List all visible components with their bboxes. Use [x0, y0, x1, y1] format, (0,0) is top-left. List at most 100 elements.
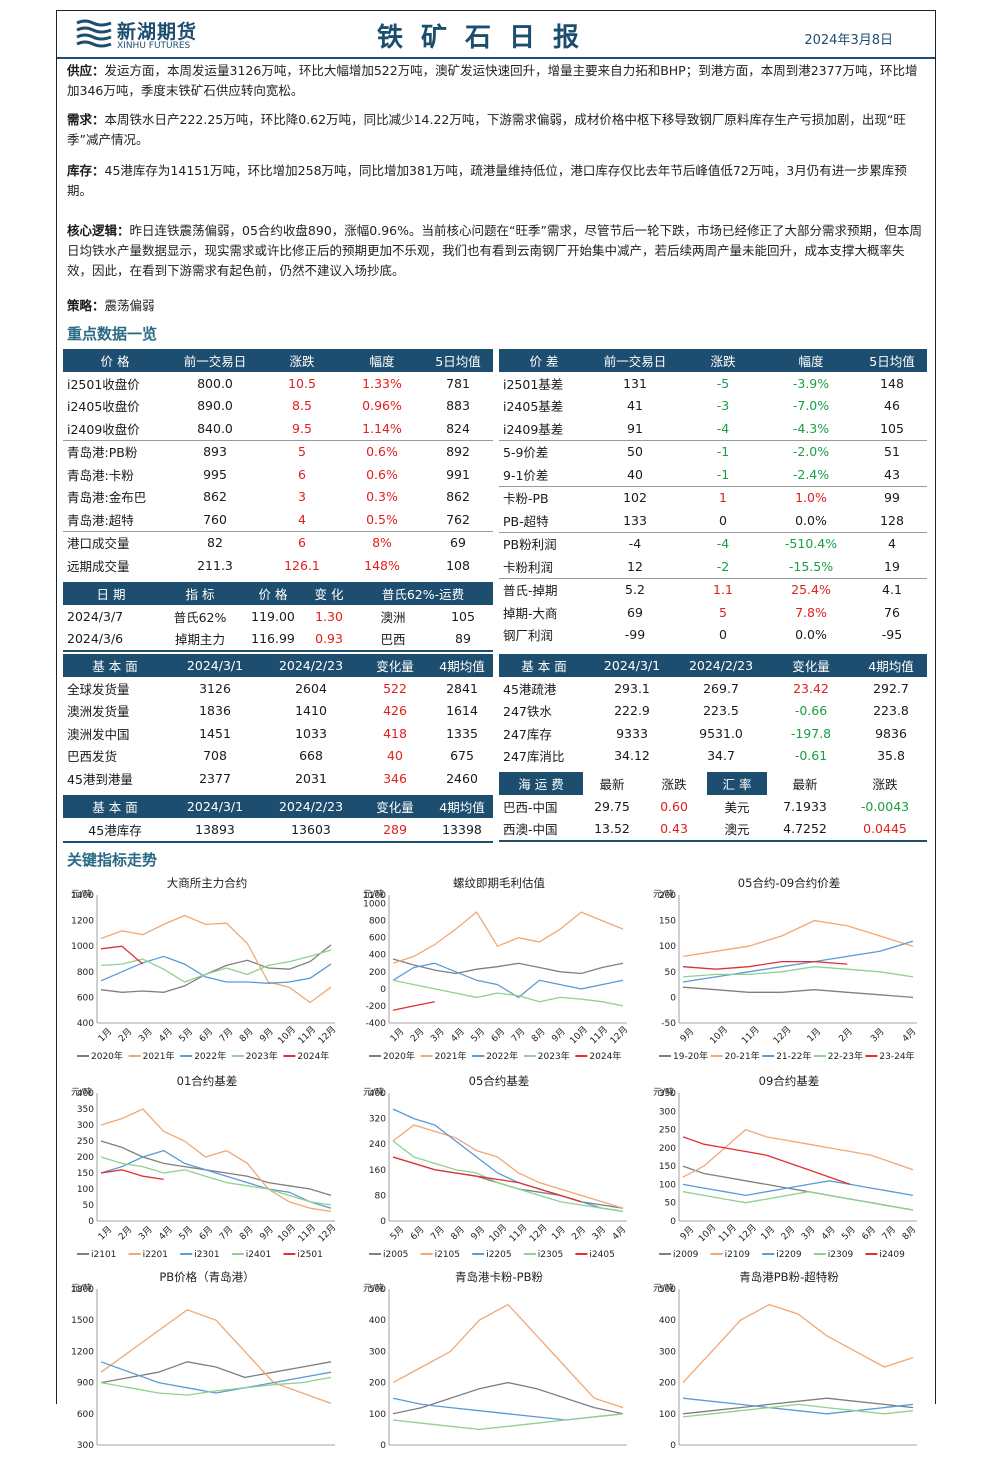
x-tick-label: 6月: [197, 1224, 215, 1242]
x-tick-label: 2月: [408, 1026, 426, 1044]
table-cell: 4.7252: [767, 817, 843, 842]
col-header: 前一交易日: [589, 349, 681, 372]
strategy-text: 震荡偏弱: [104, 298, 155, 313]
y-tick-label: 900: [77, 1379, 94, 1389]
series-line: [682, 1397, 914, 1415]
strategy-paragraph: 策略：震荡偏弱: [67, 296, 927, 316]
x-tick-label: 6月: [197, 1026, 215, 1044]
y-tick-label: 50: [665, 968, 677, 978]
table-row: 青岛港:卡粉 995 6 0.6% 991: [63, 463, 493, 486]
table-cell: 9531.0: [699, 725, 743, 741]
row-label: i2501收盘价: [67, 376, 140, 392]
table-cell: 2460: [446, 770, 478, 786]
table-cell: 43: [884, 466, 900, 482]
y-tick-label: 1200: [71, 1347, 94, 1357]
table-cell: 0.6%: [366, 466, 398, 482]
section-title-charts: 关键指标走势: [67, 851, 158, 869]
table-cell: 澳元: [707, 817, 767, 842]
col-header: 2024/2/23: [263, 654, 359, 677]
x-tick-label: 5月: [177, 1026, 195, 1044]
series-line: [100, 1169, 164, 1181]
line-chart: 05合约基差 元/吨 0 80 160 240 320 400 5月 6月 7月 8月 9月 10月 11月…: [349, 1071, 635, 1261]
y-tick-label: 400: [369, 1089, 386, 1099]
logo-text-en: XINHU FUTURES: [117, 41, 191, 51]
row-label: i2409基差: [503, 421, 564, 437]
chart-unit: 元/吨: [363, 888, 384, 900]
table-cell: 13603: [263, 818, 359, 843]
x-tick-label: 6月: [860, 1224, 878, 1242]
stock-text: 45港库存为14151万吨，环比增加258万吨，同比增加381万吨，疏港量维持低…: [67, 163, 907, 198]
x-tick-label: 2月: [116, 1224, 134, 1242]
series-line: [100, 1140, 332, 1197]
x-tick-label: 2月: [779, 1224, 797, 1242]
x-tick-label: 5月: [177, 1224, 195, 1242]
table-row: PB粉利润 -4 -4 -510.4% 4: [499, 531, 927, 555]
table-cell: -0.61: [794, 748, 828, 764]
row-label: i2405收盘价: [67, 399, 140, 415]
row-label: 5-9价差: [499, 439, 589, 463]
legend-label: 2021年: [435, 1050, 467, 1062]
x-tick-label: 3月: [590, 1224, 608, 1242]
table-cell: 0.0%: [795, 627, 827, 643]
row-label: 卡粉-PB: [499, 485, 589, 509]
x-tick-label: 3月: [136, 1026, 154, 1044]
x-tick-label: 5月: [840, 1224, 858, 1242]
col-header: 2024/3/1: [167, 654, 263, 677]
table-cell: 108: [446, 557, 470, 573]
series-line: [392, 1124, 624, 1209]
x-tick-label: 6月: [408, 1224, 426, 1242]
table-cell: 293.1: [614, 680, 650, 696]
table-cell: 1614: [446, 703, 478, 719]
x-tick-label: 5月: [388, 1224, 406, 1242]
table-row: 普氏-掉期 5.2 1.1 25.4% 4.1: [499, 577, 927, 601]
table-cell: 148%: [364, 557, 400, 573]
table-cell: 893: [167, 439, 263, 463]
table-cell: -0.66: [794, 703, 828, 719]
y-tick-label: 0: [380, 1217, 386, 1227]
table-cell: 346: [383, 770, 407, 786]
series-line: [682, 1180, 914, 1197]
table-row: 45港库存 13893 13603 289 13398: [63, 818, 493, 843]
table-cell: 0: [719, 627, 727, 643]
legend-label: 2021年: [143, 1050, 175, 1062]
series-line: [100, 955, 332, 984]
series-line: [100, 1376, 332, 1396]
table-cell: 0.43: [641, 817, 707, 842]
series-line: [682, 1191, 914, 1211]
table-cell: 4: [298, 511, 306, 527]
row-label: 巴西-中国: [503, 799, 558, 815]
table-cell: 13398: [431, 818, 493, 843]
y-tick-label: 400: [77, 1019, 94, 1029]
report-header: 新湖期货 XINHU FUTURES 铁矿石日报 2024年3月8日: [57, 11, 935, 59]
y-tick-label: 200: [369, 1379, 386, 1389]
table-cell: 8.5: [292, 398, 312, 414]
table-cell: 2604: [295, 680, 327, 696]
table-cell: 0.93: [305, 627, 353, 652]
x-tick-label: 11月: [296, 1024, 318, 1046]
y-tick-label: 200: [659, 1379, 676, 1389]
table-cell: 800.0: [197, 375, 233, 391]
x-tick-label: 1月: [805, 1026, 823, 1044]
series-line: [682, 960, 848, 970]
table-cell: 131: [623, 375, 647, 391]
x-tick-label: 9月: [258, 1224, 276, 1242]
x-tick-label: 2月: [116, 1026, 134, 1044]
col-header: 最新: [583, 772, 641, 795]
row-label: 巴西发货: [67, 749, 118, 765]
y-tick-label: 0: [380, 985, 386, 995]
table-cell: 0: [719, 512, 727, 528]
table-cell: 0.6%: [341, 439, 423, 463]
line-chart: 05合约-09合约价差 元/吨 -50 0 50 100 150 200 9月 10月 11月 12月…: [639, 873, 925, 1063]
y-tick-label: 1800: [71, 1285, 94, 1295]
table-cell: 1.0%: [765, 485, 857, 509]
table-cell: 3126: [199, 680, 231, 696]
x-tick-label: 4月: [157, 1026, 175, 1044]
supply-paragraph: 供应：发运方面，本周发运量3126万吨，环比大幅增加522万吨，澳矿发运快速回升…: [67, 61, 927, 101]
chart-unit: 元/吨: [653, 1282, 674, 1294]
table-row: 澳洲发中国 1451 1033 418 1335: [63, 722, 493, 745]
series-line: [392, 1108, 624, 1213]
table-cell: 13.52: [583, 817, 641, 842]
legend-label: i2409: [879, 1250, 905, 1260]
